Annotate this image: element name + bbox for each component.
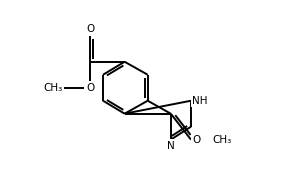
- Text: CH₃: CH₃: [213, 135, 232, 145]
- Text: O: O: [86, 24, 94, 34]
- Text: O: O: [193, 135, 201, 145]
- Text: O: O: [86, 83, 94, 93]
- Text: CH₃: CH₃: [43, 83, 62, 93]
- Text: N: N: [167, 141, 175, 151]
- Text: NH: NH: [193, 96, 208, 106]
